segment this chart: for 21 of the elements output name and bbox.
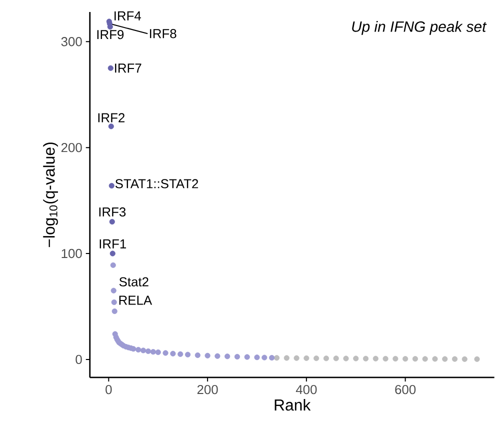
x-axis-title: Rank xyxy=(274,398,311,410)
y-axis-title: −log$_{10}$(q-value) xyxy=(43,142,58,247)
annotation: IRF1 xyxy=(100,239,126,248)
annotation: STAT1::STAT2 xyxy=(115,178,198,188)
annotation: Stat2 xyxy=(119,277,148,286)
y-tick-label: 0 xyxy=(76,354,82,364)
x-tick-label: 200 xyxy=(197,384,218,394)
annotation: IRF3 xyxy=(99,207,126,216)
y-tick-label: 300 xyxy=(61,36,82,46)
annotation: IRF9 xyxy=(97,30,124,39)
x-tick-label: 600 xyxy=(395,384,416,394)
annotation: RELA xyxy=(119,296,152,305)
annotation: IRF2 xyxy=(98,112,124,122)
x-tick-label: 0 xyxy=(106,384,112,394)
x-tick-label: 400 xyxy=(296,384,317,394)
y-tick-label: 200 xyxy=(61,142,82,152)
annotation: IRF4 xyxy=(114,11,142,20)
text: Up in IFNG peak set xyxy=(352,20,487,35)
y-tick-label: 100 xyxy=(62,248,82,258)
annotation: IRF8 xyxy=(150,28,176,38)
annotation: IRF7 xyxy=(115,63,142,72)
